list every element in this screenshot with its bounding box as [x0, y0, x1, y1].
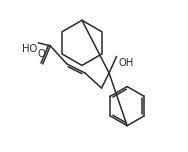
Text: HO: HO — [21, 44, 37, 54]
Text: O: O — [37, 49, 45, 59]
Text: OH: OH — [118, 58, 133, 68]
